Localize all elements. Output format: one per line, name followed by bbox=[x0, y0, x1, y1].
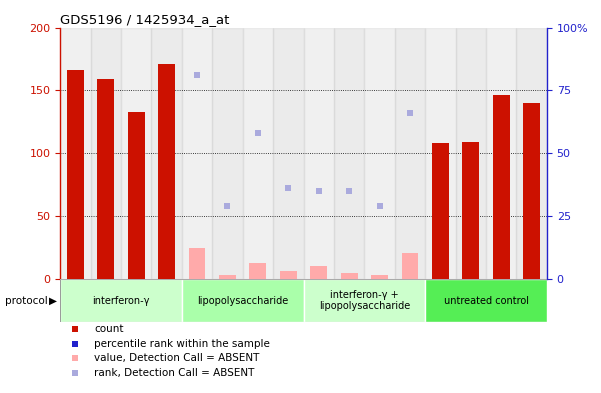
Bar bbox=[304, 279, 426, 322]
Text: rank, Detection Call = ABSENT: rank, Detection Call = ABSENT bbox=[94, 368, 255, 378]
Bar bbox=[151, 28, 182, 279]
Bar bbox=[426, 279, 547, 322]
Bar bbox=[280, 272, 297, 279]
Text: percentile rank within the sample: percentile rank within the sample bbox=[94, 339, 270, 349]
Text: lipopolysaccharide: lipopolysaccharide bbox=[197, 296, 288, 306]
Bar bbox=[341, 273, 358, 279]
Bar bbox=[249, 263, 266, 279]
Bar bbox=[463, 142, 479, 279]
Bar bbox=[158, 64, 175, 279]
Bar bbox=[212, 28, 243, 279]
Bar bbox=[182, 28, 212, 279]
Text: count: count bbox=[94, 324, 124, 334]
Bar bbox=[523, 103, 540, 279]
Text: interferon-γ: interferon-γ bbox=[92, 296, 150, 306]
Bar bbox=[189, 248, 206, 279]
Bar bbox=[493, 95, 510, 279]
Text: GDS5196 / 1425934_a_at: GDS5196 / 1425934_a_at bbox=[60, 13, 230, 26]
Text: value, Detection Call = ABSENT: value, Detection Call = ABSENT bbox=[94, 353, 260, 364]
Bar bbox=[304, 28, 334, 279]
Bar bbox=[426, 28, 456, 279]
Bar bbox=[60, 279, 182, 322]
Bar bbox=[516, 28, 547, 279]
Bar bbox=[432, 143, 449, 279]
Text: protocol: protocol bbox=[5, 296, 48, 306]
Bar bbox=[60, 28, 91, 279]
Bar bbox=[401, 253, 418, 279]
Bar bbox=[456, 28, 486, 279]
Bar bbox=[395, 28, 426, 279]
Bar bbox=[486, 28, 516, 279]
Bar bbox=[273, 28, 304, 279]
Bar bbox=[91, 28, 121, 279]
Bar bbox=[121, 28, 151, 279]
Bar bbox=[334, 28, 364, 279]
Bar bbox=[371, 275, 388, 279]
Text: ▶: ▶ bbox=[49, 296, 58, 306]
Bar bbox=[128, 112, 144, 279]
Bar bbox=[243, 28, 273, 279]
Bar bbox=[219, 275, 236, 279]
Bar bbox=[67, 70, 84, 279]
Bar bbox=[310, 266, 327, 279]
Bar bbox=[97, 79, 114, 279]
Text: untreated control: untreated control bbox=[444, 296, 528, 306]
Bar bbox=[182, 279, 304, 322]
Bar bbox=[364, 28, 395, 279]
Text: interferon-γ +
lipopolysaccharide: interferon-γ + lipopolysaccharide bbox=[319, 290, 410, 311]
